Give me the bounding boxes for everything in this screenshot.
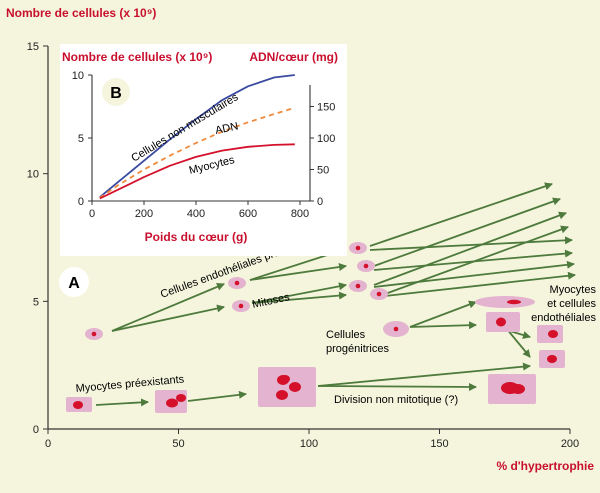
myocyte-nucleus [496,317,506,327]
lineage-arrow [251,291,347,304]
lineage-arrow [369,236,573,251]
lineage-arrow [187,390,247,402]
panel-b-series [99,74,296,200]
panel-b-y-right-tick-label: 0 [317,196,323,208]
lineage-arrow [409,321,477,330]
panel-b-x-tick-label: 600 [239,208,257,220]
myocyte-nucleus [166,398,178,408]
panel-b-y-left-label: Nombre de cellules (x 10⁹) [62,50,212,64]
series-line-cellules-non-musculaires [99,74,295,198]
panel-b-y-left-tick-label: 0 [78,196,84,208]
panel-b-x-tick-label: 200 [135,208,153,220]
panel-a-x-axis-label: % d'hypertrophie [496,459,594,473]
panel-b-label: B [110,85,122,102]
lineage-arrow [111,304,225,332]
panel-a-y-tick-label: 10 [27,169,39,181]
lineage-arrow [409,300,477,328]
label-nonmitotic-division: Division non mitotique (?) [334,394,458,406]
label-myocytes-endo-3: endothéliales [531,312,596,324]
panel-b-y-left-tick-label: 5 [78,133,84,145]
panel-a-label: A [68,275,80,292]
panel-a-label-circle [59,267,89,297]
lineage-arrow [369,182,553,247]
panel-a-y-axis-label: Nombre de cellules (x 10⁹) [6,6,156,20]
cell-nucleus [91,331,97,337]
panel-a-x-tick-label: 200 [561,438,579,450]
lineage-arrow [95,398,149,407]
lineage-arrow [249,263,347,281]
lineage-arrow [373,249,573,271]
panel-b-label-circle [102,78,130,106]
panel-b-x-tick-label: 0 [89,208,95,220]
panel-b-inset-background [60,44,347,256]
lineage-arrow [317,362,531,387]
myocyte-nucleus [280,375,290,383]
panel-b-y-right-tick-label: 50 [317,165,329,177]
panel-b-y-right-tick-label: 100 [317,133,335,145]
panel-b-x-label: Poids du cœur (g) [145,230,248,244]
panel-a-y-tick-label: 0 [33,424,39,436]
label-progenitors-2: progénitrices [326,343,389,355]
panel-a-x-tick-label: 150 [430,438,448,450]
myocyte-nucleus [511,384,525,394]
panel-a-x-tick-label: 0 [45,438,51,450]
label-myocytes-endo-2: et cellules [547,298,596,310]
lineage-arrow [373,197,561,267]
cell-glyphs [66,242,565,413]
panel-b-y-left-tick-label: 10 [72,70,84,82]
endothelial-cell-glyph [475,296,535,308]
lineage-arrow [251,282,347,304]
myocyte-nucleus [73,401,83,409]
panel-b-y-right-label: ADN/cœur (mg) [249,50,338,64]
lineage-arrow [373,260,575,288]
series-line-myocytes [99,143,295,200]
cell-nucleus [393,326,399,332]
panel-b-y-right-tick-label: 150 [317,102,335,114]
lineage-arrow [111,283,225,332]
lineage-arrows [95,182,576,407]
panel-a-y-tick-label: 5 [33,296,39,308]
label-progenitors-1: Cellules [326,329,366,341]
cell-nucleus [355,245,361,251]
panel-b-x-tick-label: 400 [187,208,205,220]
myocyte-nucleus [176,394,186,402]
cell-nucleus [355,283,361,289]
panel-a-y-tick-label: 15 [27,41,39,53]
lineage-arrow [505,327,531,358]
cell-nucleus [507,299,521,305]
panel-b-x-tick-label: 800 [291,208,309,220]
lineage-arrow [373,211,567,286]
myocyte-nucleus [548,330,558,338]
series-line-adn [99,106,296,199]
panel-a-x-tick-label: 100 [300,438,318,450]
panel-a-x-tick-label: 50 [172,438,184,450]
cell-nucleus [234,280,240,286]
myocyte-nucleus [547,355,557,363]
cell-nucleus [238,303,244,309]
series-label-adn: ADN [214,120,239,137]
myocyte-glyph [258,367,316,407]
label-myocytes-endo-1: Myocytes [550,284,597,296]
lineage-arrow [384,271,576,297]
lineage-arrow [317,382,477,391]
cell-nucleus [376,291,382,297]
myocyte-nucleus [276,390,288,400]
myocyte-nucleus [289,382,301,392]
cell-nucleus [363,263,369,269]
